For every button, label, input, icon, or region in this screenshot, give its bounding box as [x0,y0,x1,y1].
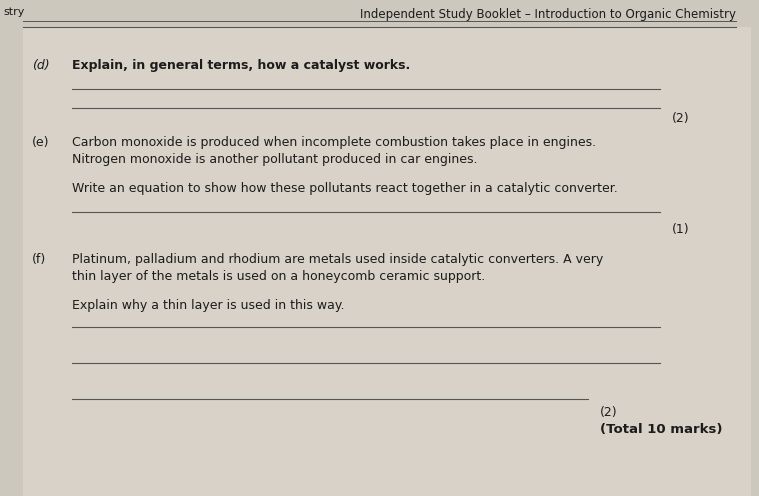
Text: stry: stry [4,7,25,17]
Text: (2): (2) [672,112,689,124]
Text: (d): (d) [32,59,49,71]
Text: (e): (e) [32,136,49,149]
Text: (f): (f) [32,253,46,266]
Text: Explain why a thin layer is used in this way.: Explain why a thin layer is used in this… [72,299,345,311]
Text: (2): (2) [600,406,617,419]
Text: (Total 10 marks): (Total 10 marks) [600,423,722,435]
Text: Write an equation to show how these pollutants react together in a catalytic con: Write an equation to show how these poll… [72,182,618,195]
Text: (1): (1) [672,223,689,236]
Text: Explain, in general terms, how a catalyst works.: Explain, in general terms, how a catalys… [72,59,411,71]
Text: Independent Study Booklet – Introduction to Organic Chemistry: Independent Study Booklet – Introduction… [361,8,736,21]
Text: Platinum, palladium and rhodium are metals used inside catalytic converters. A v: Platinum, palladium and rhodium are meta… [72,253,603,283]
Text: Carbon monoxide is produced when incomplete combustion takes place in engines.
N: Carbon monoxide is produced when incompl… [72,136,597,166]
